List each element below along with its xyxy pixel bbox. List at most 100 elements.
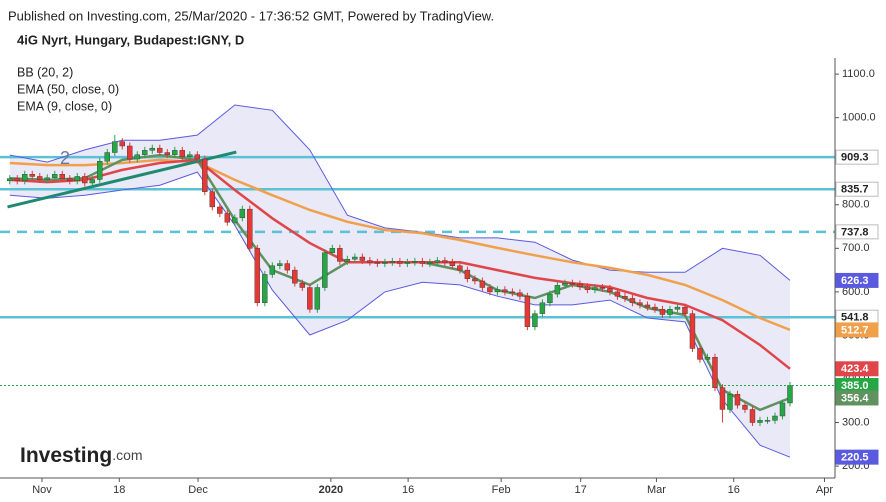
x-tick-label: 17: [575, 484, 587, 496]
candle-body: [44, 177, 50, 180]
candle-body: [307, 287, 313, 310]
legend-entry: EMA (9, close, 0): [17, 99, 112, 113]
bb-basis-label: 423.4: [841, 363, 869, 375]
candle-body: [637, 302, 643, 306]
x-tick-label: 16: [402, 484, 414, 496]
candle-body: [734, 394, 741, 406]
candle-body: [239, 208, 246, 219]
candle-body: [712, 357, 718, 388]
candle-body: [689, 313, 696, 349]
candle-body: [494, 289, 501, 293]
logo: Investing.com: [20, 444, 143, 467]
bb-basis: [9, 158, 791, 370]
candle-body: [667, 309, 673, 315]
candle-body: [389, 261, 396, 263]
candle-body: [442, 260, 448, 263]
bb-lower: [9, 171, 791, 458]
chart-title: 4iG Nyrt, Hungary, Budapest:IGNY, D: [17, 32, 244, 47]
candle-body: [404, 262, 411, 264]
candle-body: [224, 213, 231, 223]
x-tick-label: Apr: [816, 484, 833, 496]
candle-body: [539, 302, 546, 314]
candle-body: [322, 252, 328, 288]
ema50-label: 512.7: [841, 324, 869, 336]
candle-body: [112, 141, 118, 153]
candle-body: [337, 248, 343, 262]
y-tick-label: 600.0: [842, 286, 870, 298]
candle-body: [29, 174, 35, 177]
candle-body: [509, 291, 516, 294]
x-tick-label: 16: [728, 484, 740, 496]
level-label: 737.8: [841, 226, 869, 238]
candle-body: [427, 262, 433, 264]
candle-body: [757, 420, 763, 423]
candle-body: [659, 309, 666, 315]
candle-body: [682, 306, 688, 314]
candle-body: [352, 256, 358, 260]
y-tick-label: 800.0: [842, 199, 870, 211]
plot-area: 2: [0, 104, 835, 458]
candle-body: [599, 287, 606, 289]
candle-body: [232, 217, 238, 223]
candle-body: [157, 147, 163, 153]
candle-body: [727, 394, 733, 410]
candle-body: [247, 208, 253, 249]
candle-body: [644, 304, 651, 308]
candle-body: [314, 287, 321, 310]
candle-body: [142, 150, 148, 155]
candle-body: [329, 248, 336, 253]
x-tick-label: 2020: [319, 484, 343, 496]
ema-line: [9, 158, 791, 332]
candle-body: [299, 282, 306, 288]
x-tick-label: Mar: [647, 484, 666, 496]
candle-body: [172, 150, 178, 155]
candle-body: [367, 260, 373, 263]
candle-body: [562, 282, 568, 286]
candle-body: [697, 348, 703, 360]
candle-body: [254, 248, 261, 303]
candle-body: [149, 147, 155, 151]
bb-basis-label-box: [835, 361, 879, 377]
candle-body: [787, 385, 793, 404]
candle-body: [779, 402, 786, 417]
candle-body: [89, 179, 95, 184]
candle-body: [554, 285, 561, 295]
candle-body: [374, 262, 381, 264]
candle-body: [217, 206, 223, 214]
candle-body: [104, 152, 110, 162]
candle-body: [179, 150, 186, 158]
candle-body: [719, 387, 726, 410]
bb-lower-label: 220.5: [841, 452, 869, 464]
candle-body: [344, 259, 351, 262]
candle-body: [592, 287, 598, 290]
legend-entry: BB (20, 2): [17, 65, 73, 79]
candle-body: [472, 278, 478, 282]
candle-body: [674, 306, 681, 310]
candle-body: [419, 261, 426, 264]
candle-body: [532, 313, 538, 327]
logo-suffix: .com: [112, 447, 142, 463]
candle-body: [517, 292, 523, 297]
candle-body: [764, 420, 771, 422]
bb-upper: [9, 104, 791, 281]
candle-body: [187, 154, 193, 158]
legend-entry: EMA (50, close, 0): [17, 82, 119, 96]
level-label: 835.7: [841, 184, 869, 196]
candle-body: [194, 154, 201, 160]
candle-body: [629, 298, 636, 303]
candle-body: [749, 409, 756, 423]
candle-body: [464, 269, 471, 280]
candle-body: [292, 269, 298, 284]
logo-text: Investing: [20, 444, 112, 467]
candle-body: [37, 176, 43, 180]
ema50-label-box: [835, 322, 879, 338]
level-label-box: [835, 224, 879, 240]
bb-upper-label-box: [835, 272, 879, 288]
candle-body: [359, 256, 366, 261]
last-price-label: 385.0: [841, 380, 869, 392]
candle-body: [52, 174, 58, 178]
candle-body: [449, 262, 456, 266]
y-tick-label: 1000.0: [842, 112, 876, 124]
